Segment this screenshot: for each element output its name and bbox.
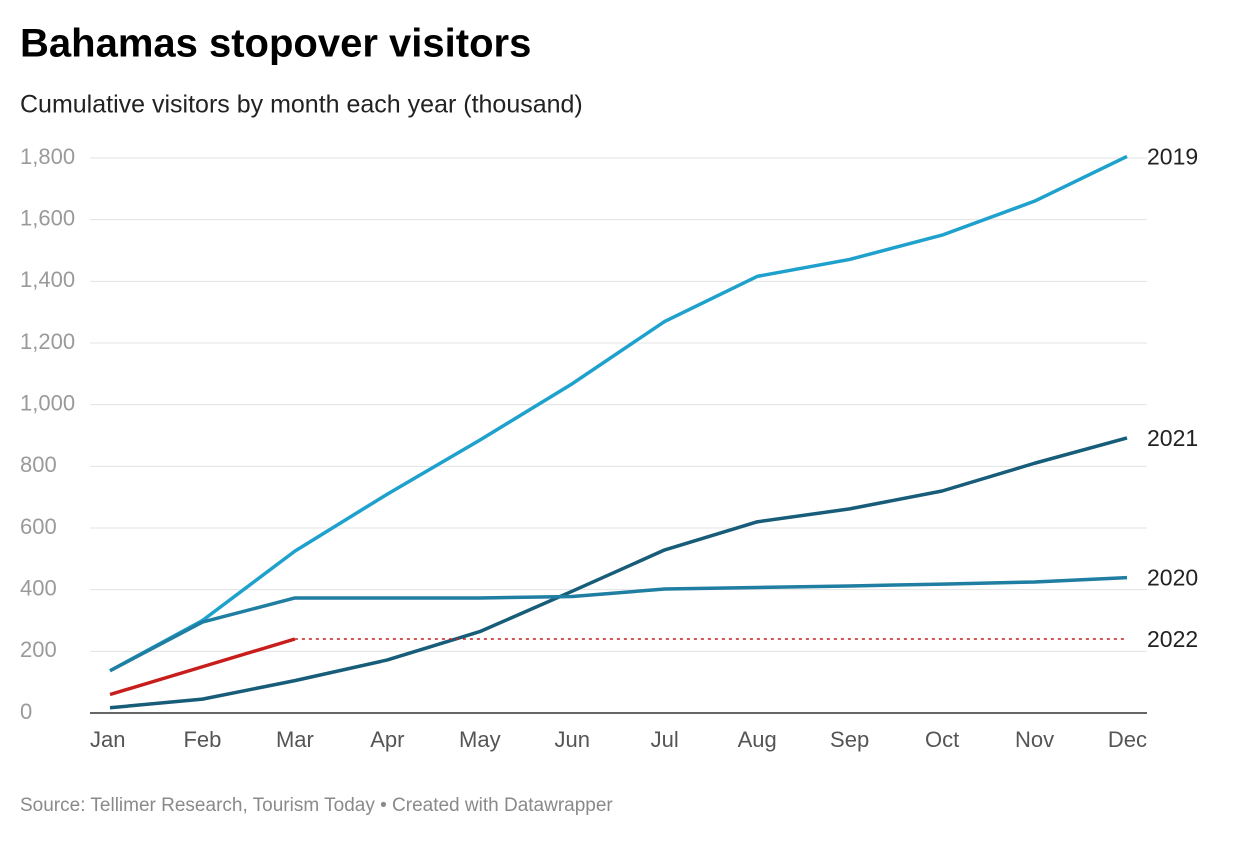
- y-tick-label: 1,200: [20, 329, 75, 354]
- series-label: 2019: [1147, 144, 1198, 170]
- x-tick-label: Feb: [183, 727, 221, 752]
- y-tick-label: 1,600: [20, 205, 75, 230]
- chart-subtitle: Cumulative visitors by month each year (…: [20, 91, 583, 119]
- y-tick-label: 0: [20, 699, 32, 724]
- series-label: 2020: [1147, 565, 1198, 591]
- source-note: Source: Tellimer Research, Tourism Today…: [20, 795, 613, 816]
- series-label: 2021: [1147, 425, 1198, 451]
- x-tick-label: Nov: [1015, 727, 1054, 752]
- y-tick-label: 1,800: [20, 144, 75, 169]
- x-tick-label: Jun: [555, 727, 590, 752]
- series-label: 2022: [1147, 626, 1198, 652]
- chart-title: Bahamas stopover visitors: [20, 22, 531, 66]
- y-tick-label: 800: [20, 452, 57, 477]
- y-tick-label: 1,400: [20, 267, 75, 292]
- x-tick-label: Mar: [276, 727, 314, 752]
- x-tick-label: May: [459, 727, 501, 752]
- series-line: [109, 575, 1128, 673]
- y-tick-label: 1,000: [20, 390, 75, 415]
- x-tick-label: Dec: [1108, 727, 1147, 752]
- series-line: [109, 154, 1128, 673]
- x-tick-label: Aug: [738, 727, 777, 752]
- x-tick-label: Sep: [830, 727, 869, 752]
- x-tick-label: Apr: [370, 727, 404, 752]
- series-line: [109, 436, 1128, 710]
- x-tick-label: Oct: [925, 727, 959, 752]
- y-tick-label: 200: [20, 637, 57, 662]
- x-tick-label: Jan: [90, 727, 125, 752]
- x-tick-label: Jul: [651, 727, 679, 752]
- series-line: [109, 637, 296, 697]
- y-tick-label: 600: [20, 514, 57, 539]
- y-tick-label: 400: [20, 575, 57, 600]
